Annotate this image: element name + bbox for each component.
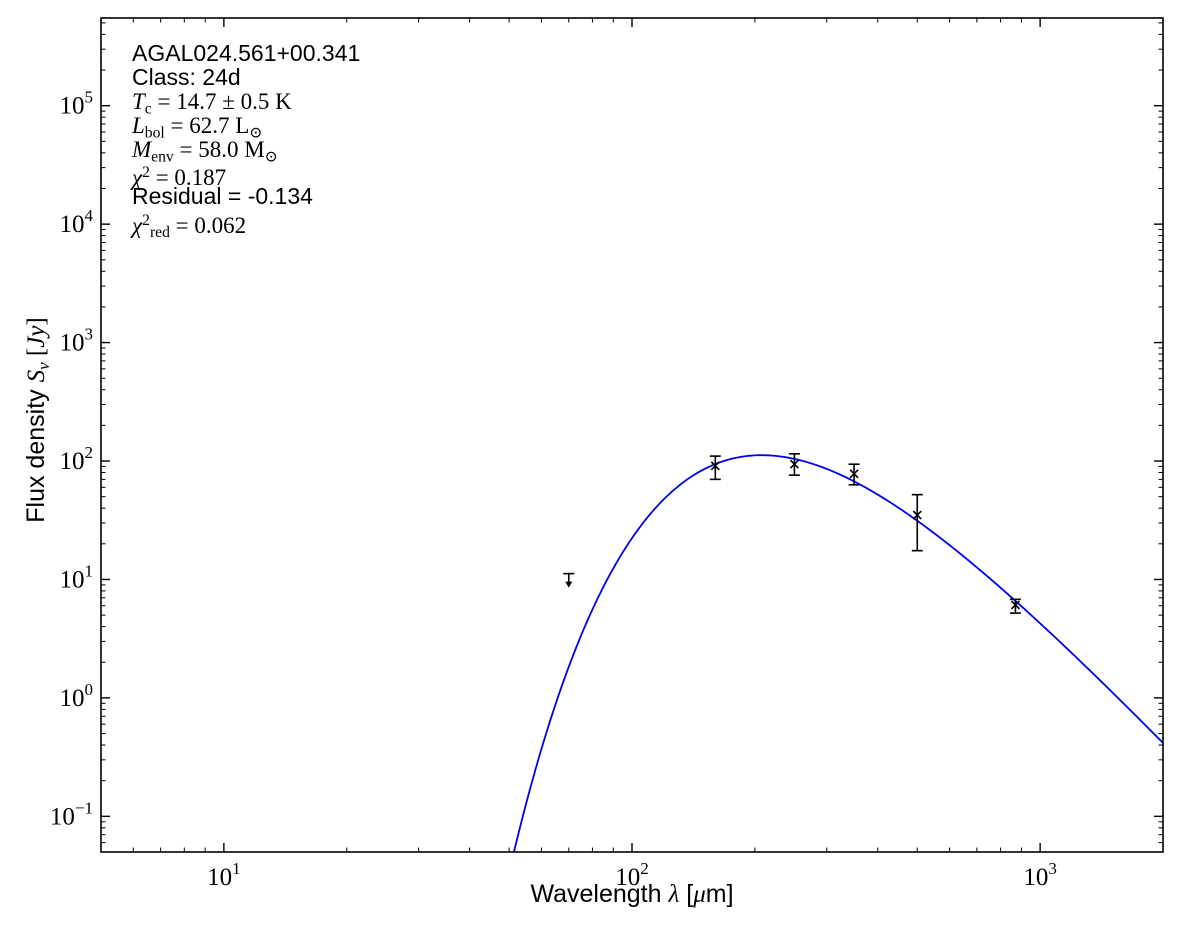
annotation-block: AGAL024.561+00.341 Class: 24d Tc = 14.7 ± …: [132, 40, 361, 241]
annotation-line-4-segment: = 58.0 M: [173, 136, 265, 162]
upper-limit-marker: [563, 572, 575, 588]
annotation-line-1: Class: 24d: [132, 63, 360, 90]
y-axis-label-segment: [: [23, 347, 51, 363]
annotation-line-6-segment: Residual = -0.134: [132, 183, 313, 210]
annotation-line-3-segment: bol: [144, 124, 165, 142]
data-points: [709, 453, 1021, 614]
annotation-line-2: Tc = 14.7 ± 0.5 K: [132, 88, 360, 118]
annotation-line-4-segment: M: [132, 136, 152, 162]
y-axis-label-segment: Flux density: [22, 382, 51, 523]
annotation-line-5-segment: 2: [142, 164, 150, 182]
x-axis-label-segment: λ: [668, 881, 680, 908]
annotation-line-5-segment: χ: [132, 165, 143, 191]
annotation-line-6: Residual = -0.134: [132, 183, 360, 210]
axis-ticks: [101, 18, 1163, 852]
annotation-line-7-segment: red: [149, 224, 170, 242]
annotation-line-3-segment: ⊙: [249, 124, 263, 142]
annotation-line-4-segment: ⊙: [264, 147, 278, 165]
x-axis-label-segment: Wavelength: [530, 880, 669, 908]
annotation-line-3-segment: = 62.7 L: [164, 112, 250, 138]
annotation-line-3: Lbol = 62.7 L⊙: [132, 112, 360, 142]
y-tick-label: 10−1: [50, 798, 93, 830]
errorbar-point: [709, 455, 721, 481]
y-tick-label: 102: [60, 443, 94, 475]
annotation-line-1-segment: Class: 24d: [132, 63, 241, 90]
annotation-line-2-segment: T: [132, 88, 145, 114]
annotation-line-7-segment: 2: [142, 212, 150, 230]
annotation-line-4-segment: env: [151, 147, 174, 165]
errorbar-point: [848, 463, 860, 486]
annotation-line-5-segment: = 0.187: [149, 165, 227, 191]
y-axis-label-segment: Jy: [23, 325, 51, 348]
annotation-line-7: χ2red = 0.062: [132, 209, 360, 241]
annotation-line-7-segment: = 0.062: [169, 213, 247, 239]
model-curve: [513, 454, 1163, 852]
x-axis-label: Wavelength λ [μm]: [101, 880, 1163, 909]
y-tick-label: 105: [60, 88, 94, 120]
y-tick-label: 103: [60, 325, 94, 357]
y-axis-label-segment: ν: [33, 362, 53, 370]
errorbar-point: [788, 453, 800, 476]
tick-labels: 101 102 103 10−1 100 101 102 103 104 105: [50, 88, 1057, 891]
x-axis-label-segment: μ: [693, 881, 706, 908]
annotation-line-2-segment: = 14.7 ± 0.5 K: [151, 88, 292, 114]
y-axis-label-segment: ]: [23, 317, 51, 326]
x-tick-label: 102: [615, 859, 649, 891]
annotation-line-5: χ2 = 0.187: [132, 161, 360, 189]
annotation-line-3-segment: L: [132, 112, 145, 138]
errorbar-point: [911, 493, 923, 552]
annotation-line-4: Menv = 58.0 M⊙: [132, 136, 360, 165]
x-tick-label: 101: [207, 859, 241, 891]
x-tick-label: 103: [1023, 859, 1057, 891]
y-tick-label: 100: [60, 680, 94, 712]
annotation-line-2-segment: c: [144, 100, 152, 118]
x-axis-label-segment: m]: [705, 880, 734, 908]
annotation-line-7-segment: χ: [132, 213, 143, 239]
y-tick-label: 101: [60, 561, 94, 593]
x-axis-label-segment: [: [679, 880, 694, 908]
annotation-line-0: AGAL024.561+00.341: [132, 40, 361, 66]
y-axis-label-segment: S: [23, 369, 51, 383]
errorbar-point: [1009, 598, 1021, 614]
annotation-line-0-segment: AGAL024.561+00.341: [132, 40, 361, 66]
y-tick-label: 104: [60, 206, 94, 238]
y-axis-label: Flux density Sν [Jy]: [22, 317, 54, 523]
